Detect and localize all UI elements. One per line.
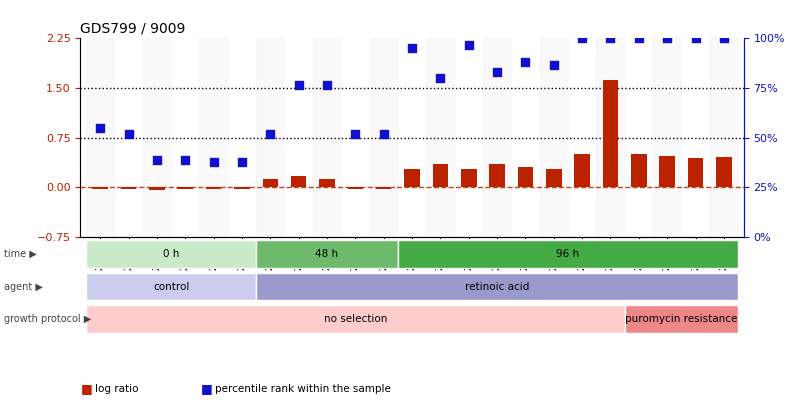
Text: log ratio: log ratio: [95, 384, 138, 394]
Point: [603, 35, 616, 42]
Bar: [319, 179, 334, 187]
Bar: [234, 187, 250, 189]
Text: control: control: [153, 281, 189, 292]
Text: growth protocol ▶: growth protocol ▶: [4, 314, 92, 324]
Bar: [454, 38, 483, 237]
Bar: [92, 187, 108, 189]
Text: 0 h: 0 h: [163, 249, 179, 259]
Bar: [432, 164, 447, 187]
Bar: [397, 241, 737, 268]
Bar: [256, 273, 737, 300]
Bar: [177, 187, 193, 189]
Text: ■: ■: [201, 382, 213, 395]
Bar: [149, 187, 165, 190]
Point: [94, 125, 107, 131]
Bar: [340, 38, 369, 237]
Point: [377, 131, 389, 138]
Bar: [199, 38, 227, 237]
Point: [150, 156, 163, 163]
Bar: [426, 38, 454, 237]
Bar: [86, 38, 114, 237]
Bar: [369, 38, 397, 237]
Point: [490, 68, 503, 75]
Bar: [489, 164, 504, 187]
Text: 48 h: 48 h: [315, 249, 338, 259]
Text: time ▶: time ▶: [4, 249, 37, 259]
Bar: [397, 38, 426, 237]
Bar: [86, 305, 624, 333]
Point: [434, 75, 446, 81]
Bar: [227, 38, 256, 237]
Bar: [483, 38, 511, 237]
Point: [632, 35, 645, 42]
Bar: [517, 168, 532, 187]
Bar: [596, 38, 624, 237]
Text: ■: ■: [80, 382, 92, 395]
Point: [519, 58, 532, 65]
Bar: [545, 169, 560, 187]
Point: [207, 159, 220, 165]
Text: puromycin resistance: puromycin resistance: [625, 314, 736, 324]
Point: [263, 131, 276, 138]
Text: no selection: no selection: [324, 314, 386, 324]
Bar: [376, 187, 391, 189]
Point: [291, 81, 304, 88]
Bar: [256, 38, 284, 237]
Point: [320, 81, 333, 88]
Bar: [206, 187, 221, 189]
Text: GDS799 / 9009: GDS799 / 9009: [80, 22, 185, 36]
Text: retinoic acid: retinoic acid: [464, 281, 528, 292]
Bar: [263, 179, 278, 187]
Bar: [567, 38, 596, 237]
Bar: [114, 38, 143, 237]
Bar: [602, 80, 618, 187]
Bar: [143, 38, 171, 237]
Bar: [573, 154, 589, 187]
Bar: [171, 38, 199, 237]
Bar: [624, 305, 737, 333]
Point: [406, 45, 418, 51]
Bar: [652, 38, 680, 237]
Point: [660, 35, 673, 42]
Bar: [539, 38, 567, 237]
Point: [575, 35, 588, 42]
Bar: [460, 169, 476, 187]
Bar: [284, 38, 312, 237]
Point: [462, 42, 475, 48]
Bar: [256, 241, 397, 268]
Bar: [630, 154, 646, 187]
Point: [235, 159, 248, 165]
Bar: [347, 187, 363, 189]
Bar: [687, 158, 703, 187]
Point: [122, 131, 135, 138]
Point: [688, 35, 701, 42]
Text: agent ▶: agent ▶: [4, 281, 43, 292]
Bar: [120, 187, 137, 189]
Bar: [709, 38, 737, 237]
Bar: [511, 38, 539, 237]
Bar: [715, 157, 731, 187]
Bar: [312, 38, 340, 237]
Bar: [404, 169, 419, 187]
Bar: [291, 176, 306, 187]
Bar: [680, 38, 709, 237]
Text: 96 h: 96 h: [556, 249, 579, 259]
Point: [349, 131, 361, 138]
Bar: [86, 273, 256, 300]
Bar: [86, 241, 256, 268]
Bar: [658, 156, 675, 187]
Point: [178, 156, 191, 163]
Point: [716, 35, 729, 42]
Text: percentile rank within the sample: percentile rank within the sample: [215, 384, 391, 394]
Bar: [624, 38, 652, 237]
Point: [547, 62, 560, 68]
